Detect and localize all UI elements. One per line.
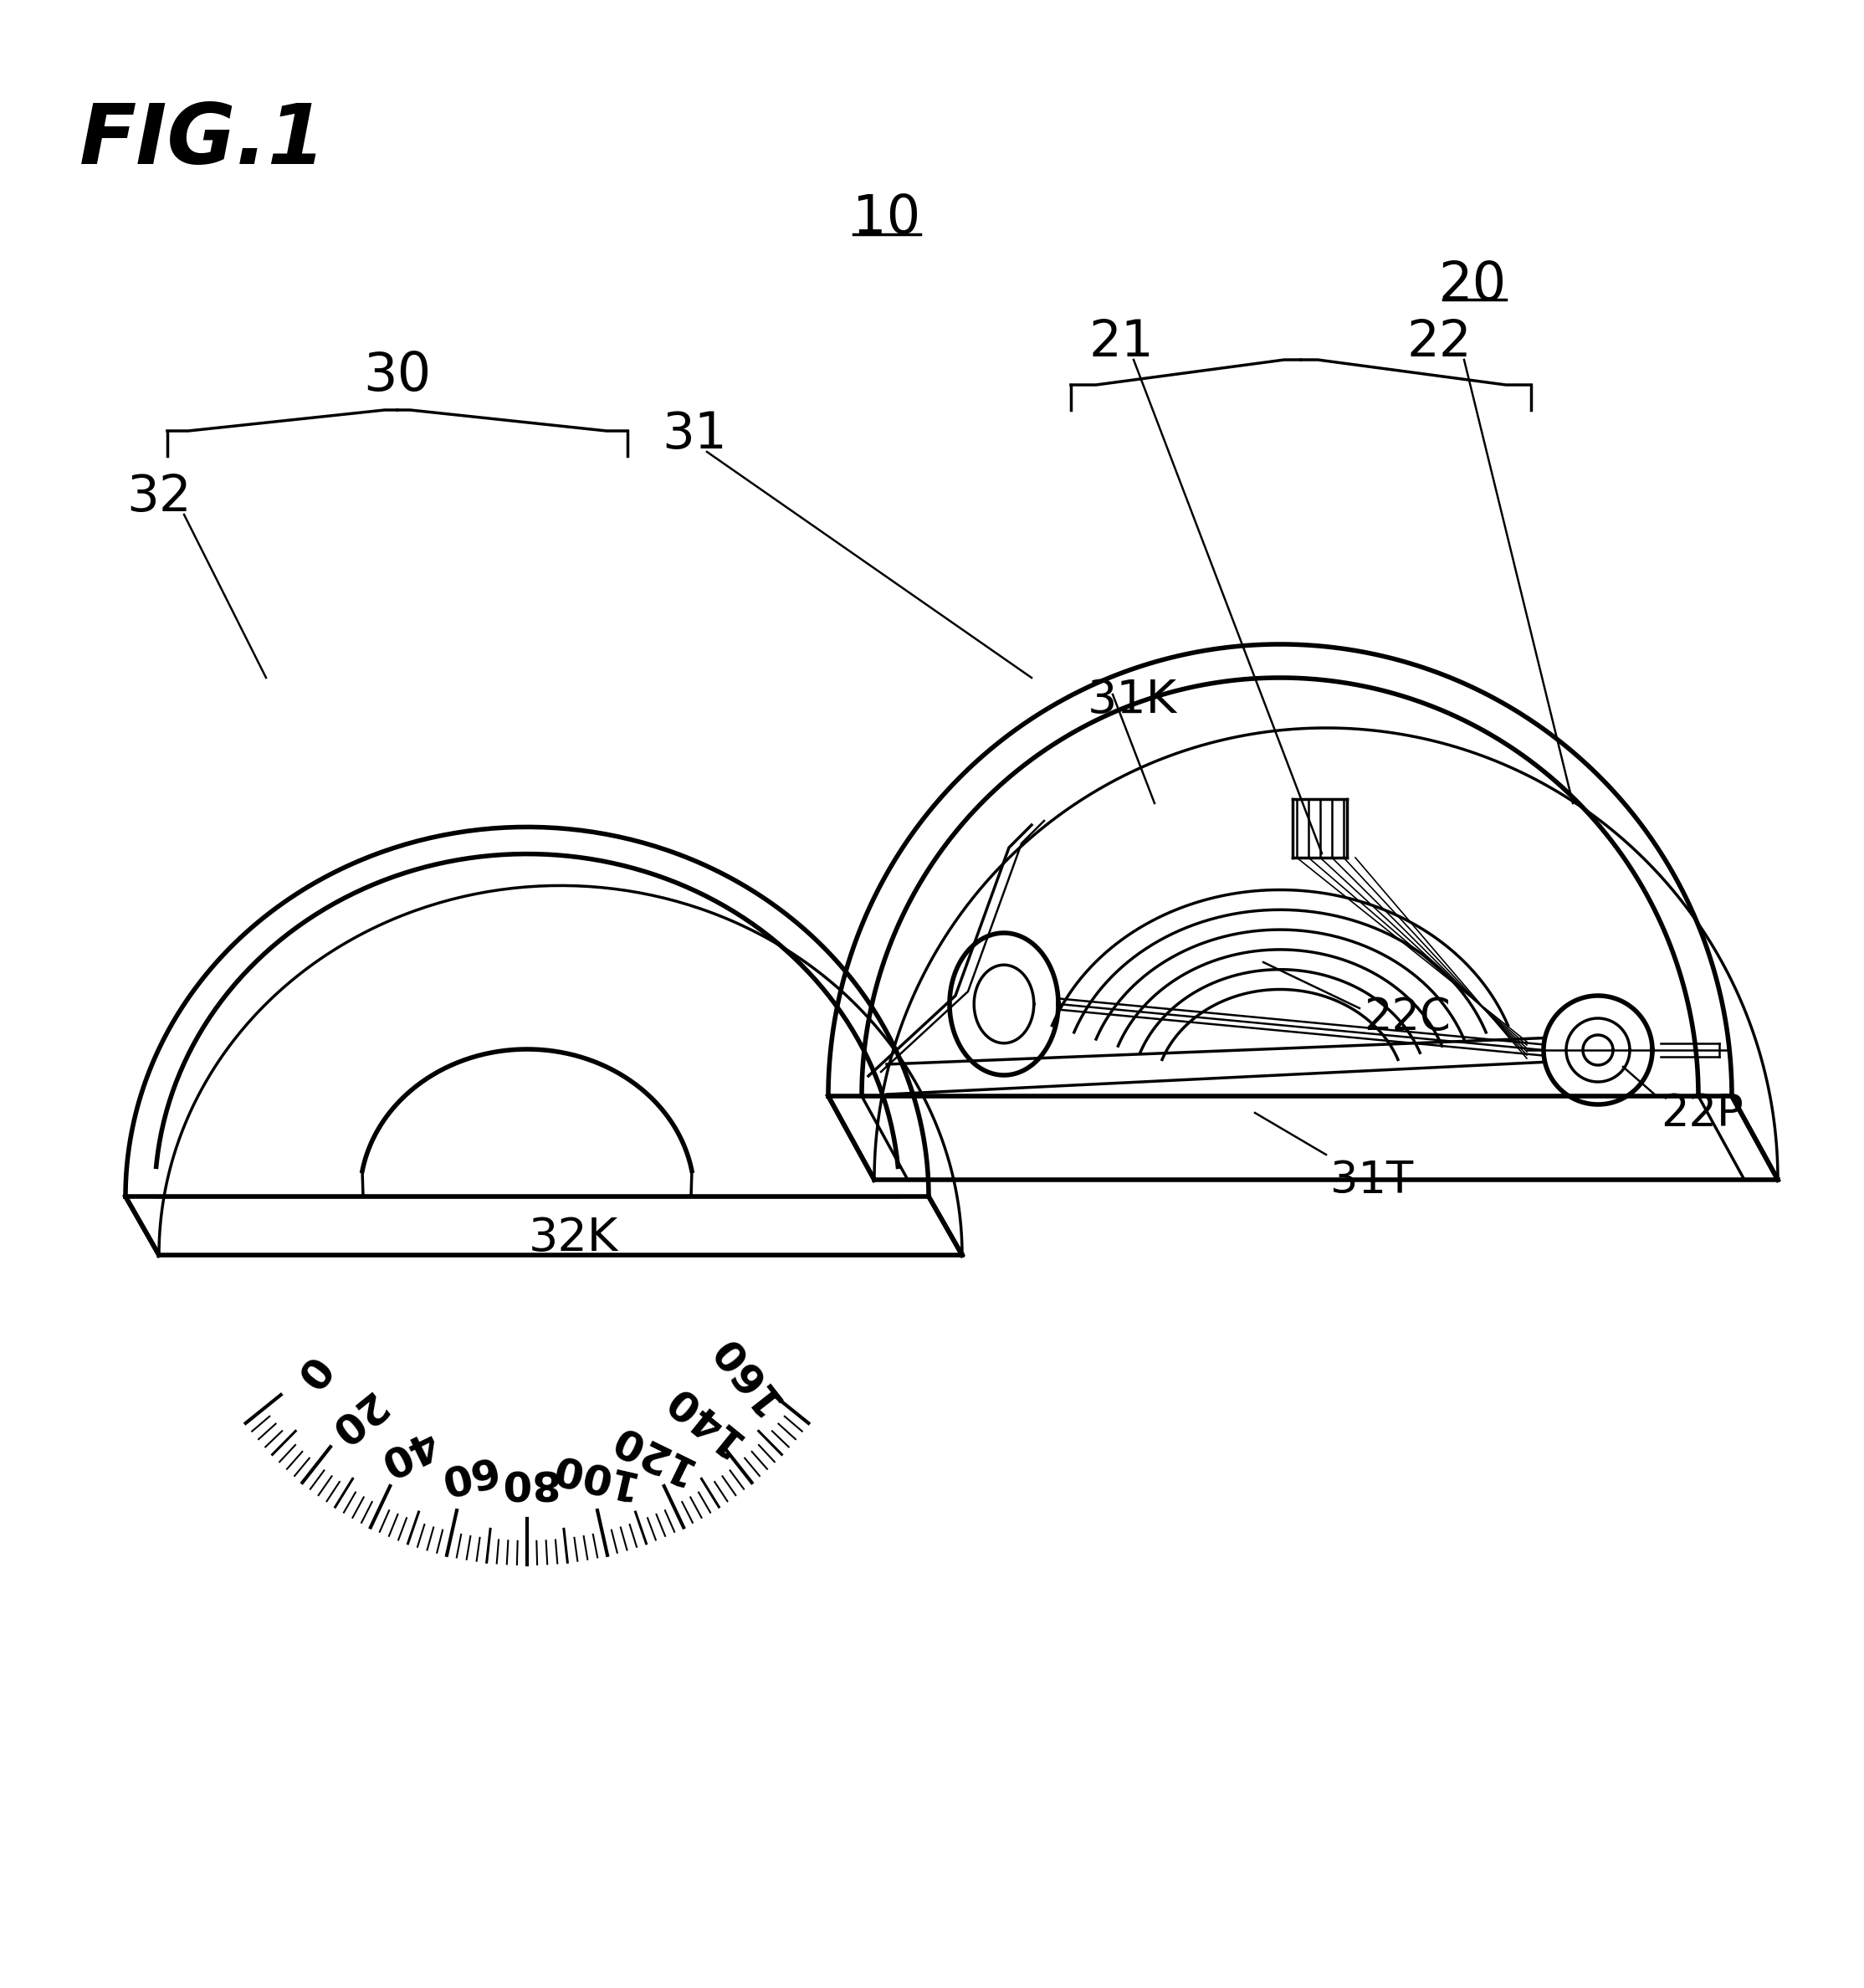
Text: 20: 20 [319, 1384, 390, 1451]
Text: 22: 22 [1407, 318, 1471, 368]
Text: 21: 21 [1089, 318, 1154, 368]
Text: 22P: 22P [1661, 1091, 1743, 1135]
Text: 20: 20 [1439, 258, 1506, 312]
Text: 31T: 31T [1331, 1159, 1413, 1203]
Text: FIG.1: FIG.1 [80, 101, 326, 181]
Text: 80: 80 [498, 1461, 555, 1501]
Text: 120: 120 [600, 1415, 695, 1489]
Text: 140: 140 [654, 1374, 747, 1461]
Text: 160: 160 [703, 1324, 787, 1417]
Text: 40: 40 [371, 1421, 442, 1483]
Text: 31: 31 [662, 410, 727, 459]
Text: 32: 32 [127, 473, 192, 523]
Text: 32K: 32K [528, 1217, 619, 1260]
Text: 31K: 31K [1087, 678, 1178, 724]
Text: 30: 30 [363, 350, 431, 402]
Text: 60: 60 [432, 1447, 498, 1499]
Text: 10: 10 [854, 193, 921, 245]
Text: 100: 100 [542, 1443, 636, 1503]
Text: 0: 0 [285, 1348, 334, 1396]
Text: 22C: 22C [1364, 996, 1450, 1040]
